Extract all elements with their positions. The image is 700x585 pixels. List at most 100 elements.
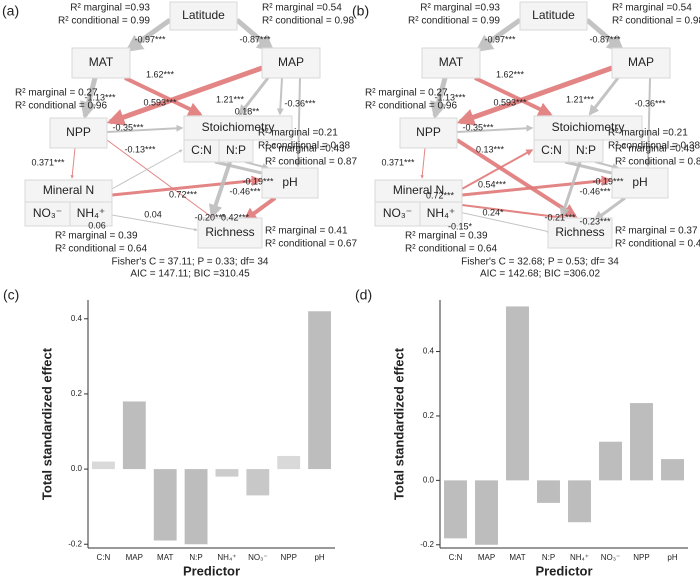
path-arrow [475, 17, 522, 53]
r2-label: R² conditional = 0.64 [405, 244, 497, 255]
node-box [183, 115, 293, 141]
path-coefficient: -0.19*** [242, 176, 274, 186]
bar [568, 480, 591, 523]
path-coefficient: 1.62*** [146, 69, 175, 79]
node-box [421, 47, 481, 79]
path-coefficient: -0.20*** [194, 212, 226, 222]
node-box [49, 117, 108, 149]
node-box [611, 167, 669, 199]
y-tick-label: 0.0 [71, 464, 83, 473]
node-label: NH₄⁺ [77, 206, 106, 220]
node-label: C:N [541, 143, 562, 157]
path-arrow [564, 160, 623, 179]
x-tick-label: NO₃⁻ [248, 553, 267, 562]
fit-statistics: AIC = 147.11; BIC =310.45 [130, 269, 250, 280]
y-tick-label: -0.2 [420, 540, 434, 549]
path-arrow [430, 77, 448, 120]
node-box [519, 1, 588, 31]
node-label: N:P [226, 143, 246, 157]
bar [475, 480, 498, 545]
node-box [261, 47, 321, 79]
path-coefficient: -0.21*** [544, 212, 576, 222]
bar [153, 469, 177, 541]
node-label: Mineral N [43, 183, 94, 197]
x-tick-label: MAT [157, 553, 173, 562]
r2-label: R² conditional = 0.87 [615, 157, 700, 168]
path-coefficient: -0.35*** [112, 122, 144, 132]
node-label: Latitude [532, 8, 575, 22]
path-coefficient: -0.15* [448, 221, 473, 231]
path-coefficient: -0.46*** [229, 186, 261, 196]
node-label: NH₄⁺ [427, 206, 456, 220]
bar [246, 469, 270, 496]
bar [506, 306, 529, 481]
r2-label: R² conditional = 0.96 [15, 101, 107, 112]
x-tick-label: C:N [449, 553, 463, 562]
fit-statistics: Fisher's C = 32.68; P = 0.53; df= 34 [461, 257, 619, 268]
path-arrow [593, 196, 626, 222]
r2-label: R² marginal = 0.27 [15, 88, 98, 99]
path-coefficient: -0.36*** [284, 98, 316, 108]
x-tick-label: NH₄⁺ [217, 553, 236, 562]
r2-label: R² conditional = 0.38 [608, 141, 700, 152]
y-tick-label: 0.4 [423, 347, 435, 356]
r2-label: R² marginal = 0.39 [55, 231, 138, 242]
node-label: NO₃⁻ [383, 206, 412, 220]
r2-label: R² marginal =0.54 [262, 3, 342, 14]
node-box [261, 167, 319, 199]
bar [92, 461, 115, 470]
y-axis-title: Total standardized effect [391, 347, 406, 500]
node-label: MAT [89, 55, 114, 69]
path-arrow [106, 124, 184, 133]
path-coefficient: 0.13*** [476, 144, 505, 154]
r2-label: R² marginal =0.93 [420, 3, 500, 14]
x-tick-label: NPP [633, 553, 649, 562]
path-arrow [461, 204, 567, 221]
node-label: Latitude [182, 8, 225, 22]
node-label: MAP [628, 55, 654, 69]
y-tick-label: 0.2 [71, 389, 83, 398]
path-coefficient: -0.19*** [592, 176, 624, 186]
bar [599, 441, 622, 481]
fit-statistics: AIC = 142.68; BIC =306.02 [480, 269, 601, 280]
r2-label: R² conditional = 0.96 [365, 101, 457, 112]
path-arrow [461, 175, 613, 197]
node-label: NPP [66, 125, 91, 139]
r2-label: R² marginal =0.21 [258, 128, 338, 139]
node-label: Richness [555, 225, 604, 239]
panel-label: (d) [355, 287, 372, 303]
path-arrow [111, 214, 198, 232]
bar [537, 480, 560, 503]
r2-label: R² conditional = 0.87 [265, 157, 357, 168]
path-arrow [111, 175, 263, 197]
x-tick-label: MAP [126, 553, 143, 562]
r2-label: R² conditional = 0.49 [615, 239, 700, 250]
path-arrow [235, 18, 275, 53]
node-label: N:P [576, 143, 596, 157]
node-box [169, 1, 238, 31]
path-arrow [276, 77, 284, 116]
path-coefficient: 1.21*** [216, 94, 245, 104]
x-tick-label: pH [667, 553, 677, 562]
node-label: Mineral N [393, 183, 444, 197]
path-coefficient: 0.04 [144, 209, 162, 219]
node-box [611, 47, 671, 79]
x-tick-label: NH₄⁺ [570, 553, 589, 562]
path-arrow [474, 76, 553, 116]
x-tick-label: N:P [189, 553, 202, 562]
node-label: C:N [191, 143, 212, 157]
node-box [197, 217, 263, 249]
path-coefficient: 0.371*** [31, 157, 65, 167]
node-label: Stoichiometry [202, 120, 275, 134]
y-tick-label: 0.0 [423, 475, 435, 484]
panel-label: (a) [2, 3, 19, 19]
path-coefficient: -0.87*** [589, 34, 621, 44]
path-coefficient: 0.72*** [169, 189, 198, 199]
path-coefficient: -0.87*** [239, 34, 271, 44]
bar [184, 469, 208, 545]
bar [277, 455, 301, 470]
path-coefficient: -1.13*** [84, 92, 116, 102]
y-tick-label: 0.2 [423, 411, 435, 420]
path-coefficient: -0.35*** [462, 122, 494, 132]
